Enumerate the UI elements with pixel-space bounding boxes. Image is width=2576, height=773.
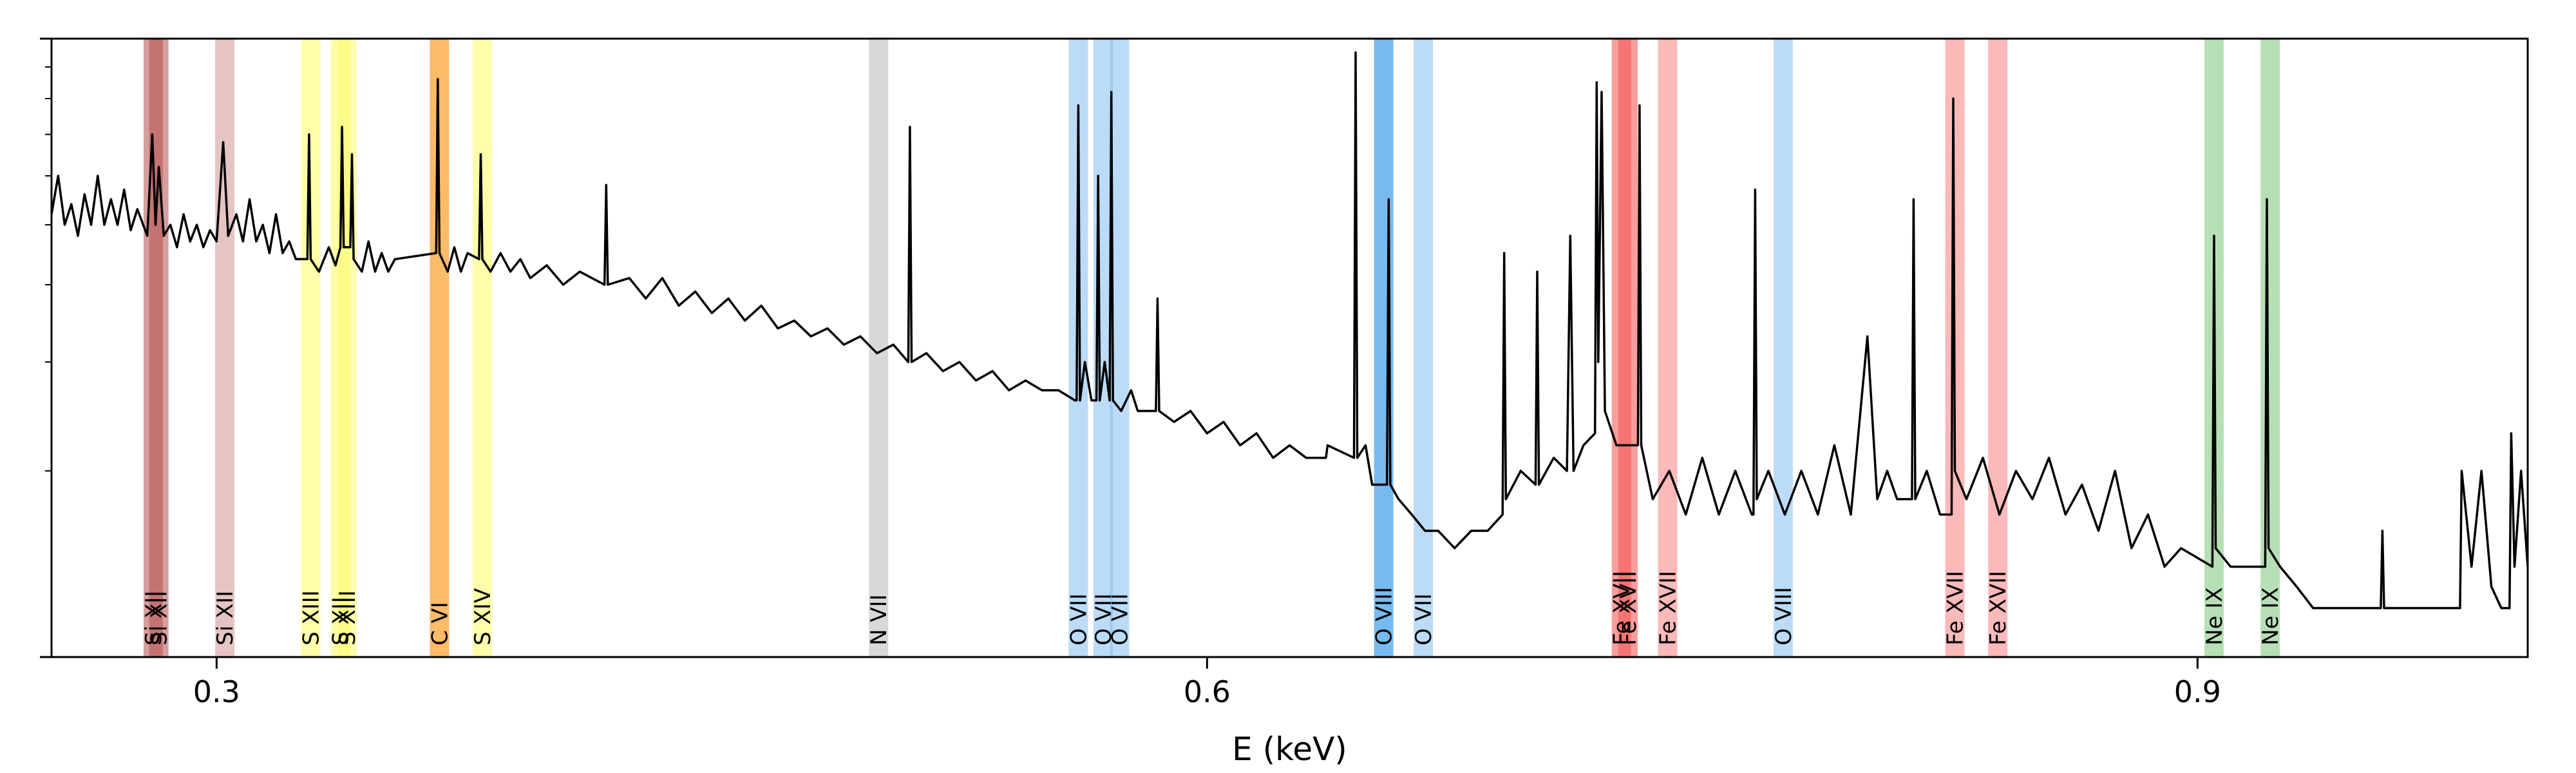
line-band-label: S XIV <box>470 588 496 645</box>
spectrum-line-0 <box>50 51 2529 609</box>
line-band-label: Si XII <box>147 591 173 645</box>
line-band-label: Ne IX <box>2258 587 2284 645</box>
line-band-label: S XIII <box>335 590 361 645</box>
x-tick-label: 0.9 <box>2174 674 2221 709</box>
y-axis-ticks <box>40 37 52 658</box>
line-band-label: Fe XVII <box>1656 571 1681 645</box>
line-band-7 <box>473 39 493 657</box>
line-band-label: O VII <box>1091 593 1117 645</box>
line-band-label: O VII <box>1411 593 1437 645</box>
line-band-label: Fe XVII <box>1609 571 1635 645</box>
line-band-15 <box>1618 39 1638 657</box>
x-axis-title: E (keV) <box>1232 730 1347 768</box>
line-band-label: S XII <box>328 596 354 645</box>
line-band-label: Fe XVII <box>1985 571 2011 645</box>
line-band-5 <box>337 39 357 657</box>
line-band-label: Fe XVII <box>1943 571 1969 645</box>
line-band-label: O VII <box>1066 593 1092 645</box>
line-band-label: O VIII <box>1771 587 1797 645</box>
line-band-label: Si XII <box>141 591 167 645</box>
plot-frame <box>50 37 2529 658</box>
line-band-label: Si XII <box>213 591 238 645</box>
x-axis-ticks: 0.3 0.6 0.9 <box>193 657 2221 709</box>
line-band-label: O VII <box>1107 593 1133 645</box>
line-band-label: N VII <box>866 594 892 645</box>
line-band-3 <box>301 39 321 657</box>
line-band-19 <box>1988 39 2008 657</box>
line-band-21 <box>2260 39 2280 657</box>
spectrum-series <box>50 51 2529 609</box>
line-band-label: Fe XVII <box>1616 571 1642 645</box>
line-band-1 <box>149 39 169 657</box>
line-band-label: O VIII <box>1372 587 1397 645</box>
line-band-label: C VI <box>427 602 453 645</box>
line-band-17 <box>1773 39 1793 657</box>
line-band-6 <box>430 39 450 657</box>
x-tick-label: 0.3 <box>193 674 240 709</box>
line-band-2 <box>215 39 235 657</box>
emission-line-bands <box>143 39 2280 657</box>
line-band-13 <box>1414 39 1434 657</box>
line-band-16 <box>1658 39 1678 657</box>
x-tick-label: 0.6 <box>1184 674 1231 709</box>
line-band-label: S XIII <box>298 590 324 645</box>
line-band-label: Ne IX <box>2202 587 2228 645</box>
